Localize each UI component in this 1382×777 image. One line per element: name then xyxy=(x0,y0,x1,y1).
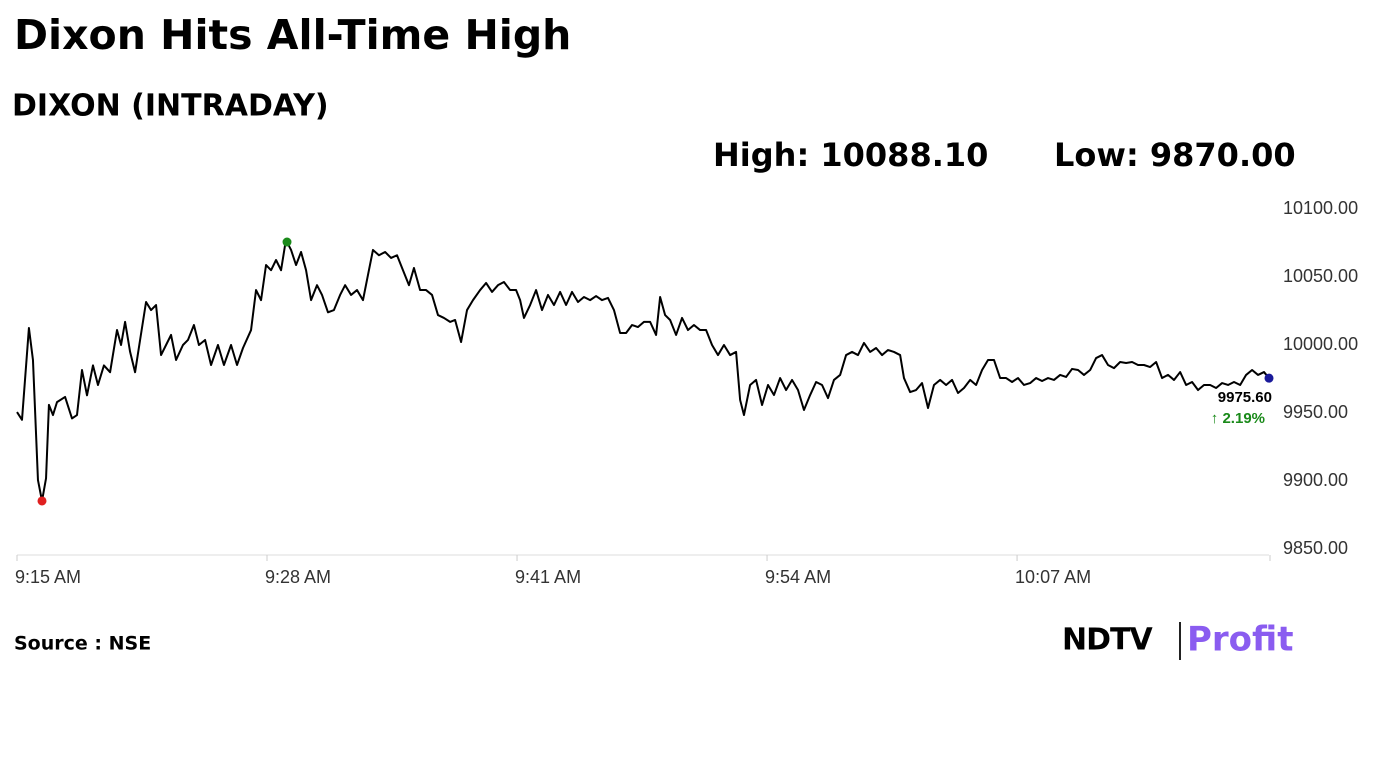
y-tick-label: 9850.00 xyxy=(1283,538,1348,558)
last-marker xyxy=(1264,373,1274,383)
x-tick-label: 9:28 AM xyxy=(265,567,331,587)
y-tick-label: 10050.00 xyxy=(1283,266,1358,286)
brand-ndtv: NDTV xyxy=(1062,623,1153,658)
y-tick-label: 10100.00 xyxy=(1283,198,1358,218)
brand-profit: Profit xyxy=(1187,620,1294,660)
x-tick-label: 9:41 AM xyxy=(515,567,581,587)
high-marker xyxy=(282,237,292,247)
y-tick-label: 9900.00 xyxy=(1283,470,1348,490)
low-label: Low: 9870.00 xyxy=(1054,136,1296,174)
change-label: ↑ 2.19% xyxy=(1211,410,1265,427)
last-value-label: 9975.60 xyxy=(1218,389,1272,406)
x-tick-label: 9:54 AM xyxy=(765,567,831,587)
chart-subtitle: DIXON (INTRADAY) xyxy=(12,89,329,124)
low-marker xyxy=(37,496,47,506)
chart-title: Dixon Hits All-Time High xyxy=(14,11,571,59)
source: Source : NSE xyxy=(14,633,151,655)
high-label: High: 10088.10 xyxy=(713,136,988,174)
y-tick-label: 9950.00 xyxy=(1283,402,1348,422)
price-line xyxy=(16,241,1270,502)
x-tick-label: 9:15 AM xyxy=(15,567,81,587)
x-tick-label: 10:07 AM xyxy=(1015,567,1091,587)
y-tick-label: 10000.00 xyxy=(1283,334,1358,354)
